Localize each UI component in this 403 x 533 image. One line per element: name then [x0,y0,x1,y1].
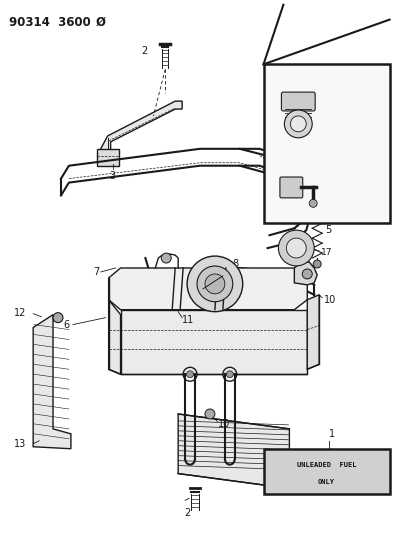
Polygon shape [33,314,71,449]
Text: 1: 1 [328,429,334,439]
Polygon shape [307,295,319,369]
Circle shape [346,190,352,196]
Circle shape [187,256,243,312]
Text: 2: 2 [184,508,190,518]
Text: ONLY: ONLY [318,479,335,484]
Text: 15: 15 [318,124,330,133]
FancyBboxPatch shape [264,449,390,494]
Polygon shape [97,149,118,166]
Text: 16: 16 [321,179,332,188]
Text: 17: 17 [321,248,332,257]
Text: 6: 6 [63,320,69,329]
Polygon shape [101,101,182,158]
Circle shape [343,204,351,211]
Text: UNLEADED  FUEL: UNLEADED FUEL [297,462,356,468]
Circle shape [187,371,193,378]
Polygon shape [178,414,289,488]
Circle shape [285,110,312,138]
Circle shape [197,266,233,302]
Polygon shape [109,300,120,374]
Text: 13: 13 [14,439,26,449]
Polygon shape [334,176,364,208]
Text: 3: 3 [110,171,116,181]
FancyBboxPatch shape [280,177,303,198]
Circle shape [226,371,233,378]
Circle shape [313,260,321,268]
Circle shape [287,238,306,258]
Circle shape [205,409,215,419]
Text: 11: 11 [182,314,194,325]
Text: 5: 5 [325,225,331,235]
Circle shape [309,199,317,207]
Text: 2: 2 [141,46,147,56]
Circle shape [278,230,314,266]
Polygon shape [120,310,307,374]
Circle shape [53,313,63,322]
Circle shape [161,253,171,263]
Text: 8: 8 [233,259,239,269]
Circle shape [343,187,355,198]
Circle shape [302,269,312,279]
Text: 14: 14 [318,100,330,109]
Text: 9: 9 [325,213,331,223]
Text: 4: 4 [371,205,377,215]
FancyBboxPatch shape [264,64,390,223]
Text: 10: 10 [218,419,230,429]
FancyBboxPatch shape [281,92,315,111]
Text: 12: 12 [14,308,26,318]
Text: 7: 7 [93,267,99,277]
Text: Ø: Ø [96,16,106,29]
Circle shape [205,274,225,294]
Text: 10: 10 [324,295,337,305]
Polygon shape [109,268,307,310]
Polygon shape [294,262,317,285]
Circle shape [290,116,306,132]
Text: 90314  3600: 90314 3600 [9,16,91,29]
